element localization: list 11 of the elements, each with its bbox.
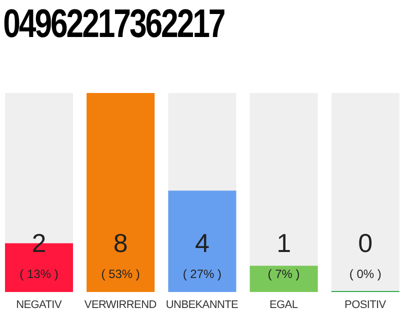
data-label: 8 ( 53% ) xyxy=(101,228,140,281)
data-label: 1 ( 7% ) xyxy=(268,228,300,281)
bar xyxy=(250,266,318,292)
x-tick-label: VERWIRREND xyxy=(84,298,157,311)
x-tick-label: EGAL xyxy=(270,298,298,311)
x-tick-label: POSITIV xyxy=(344,298,387,311)
chart-title: 04962217362217 xyxy=(2,1,226,46)
data-label: 4 ( 27% ) xyxy=(182,228,222,281)
x-tick-label: UNBEKANNTE xyxy=(166,298,238,311)
data-label: 0 ( 0% ) xyxy=(349,228,382,281)
x-tick-label: NEGATIV xyxy=(16,298,62,311)
